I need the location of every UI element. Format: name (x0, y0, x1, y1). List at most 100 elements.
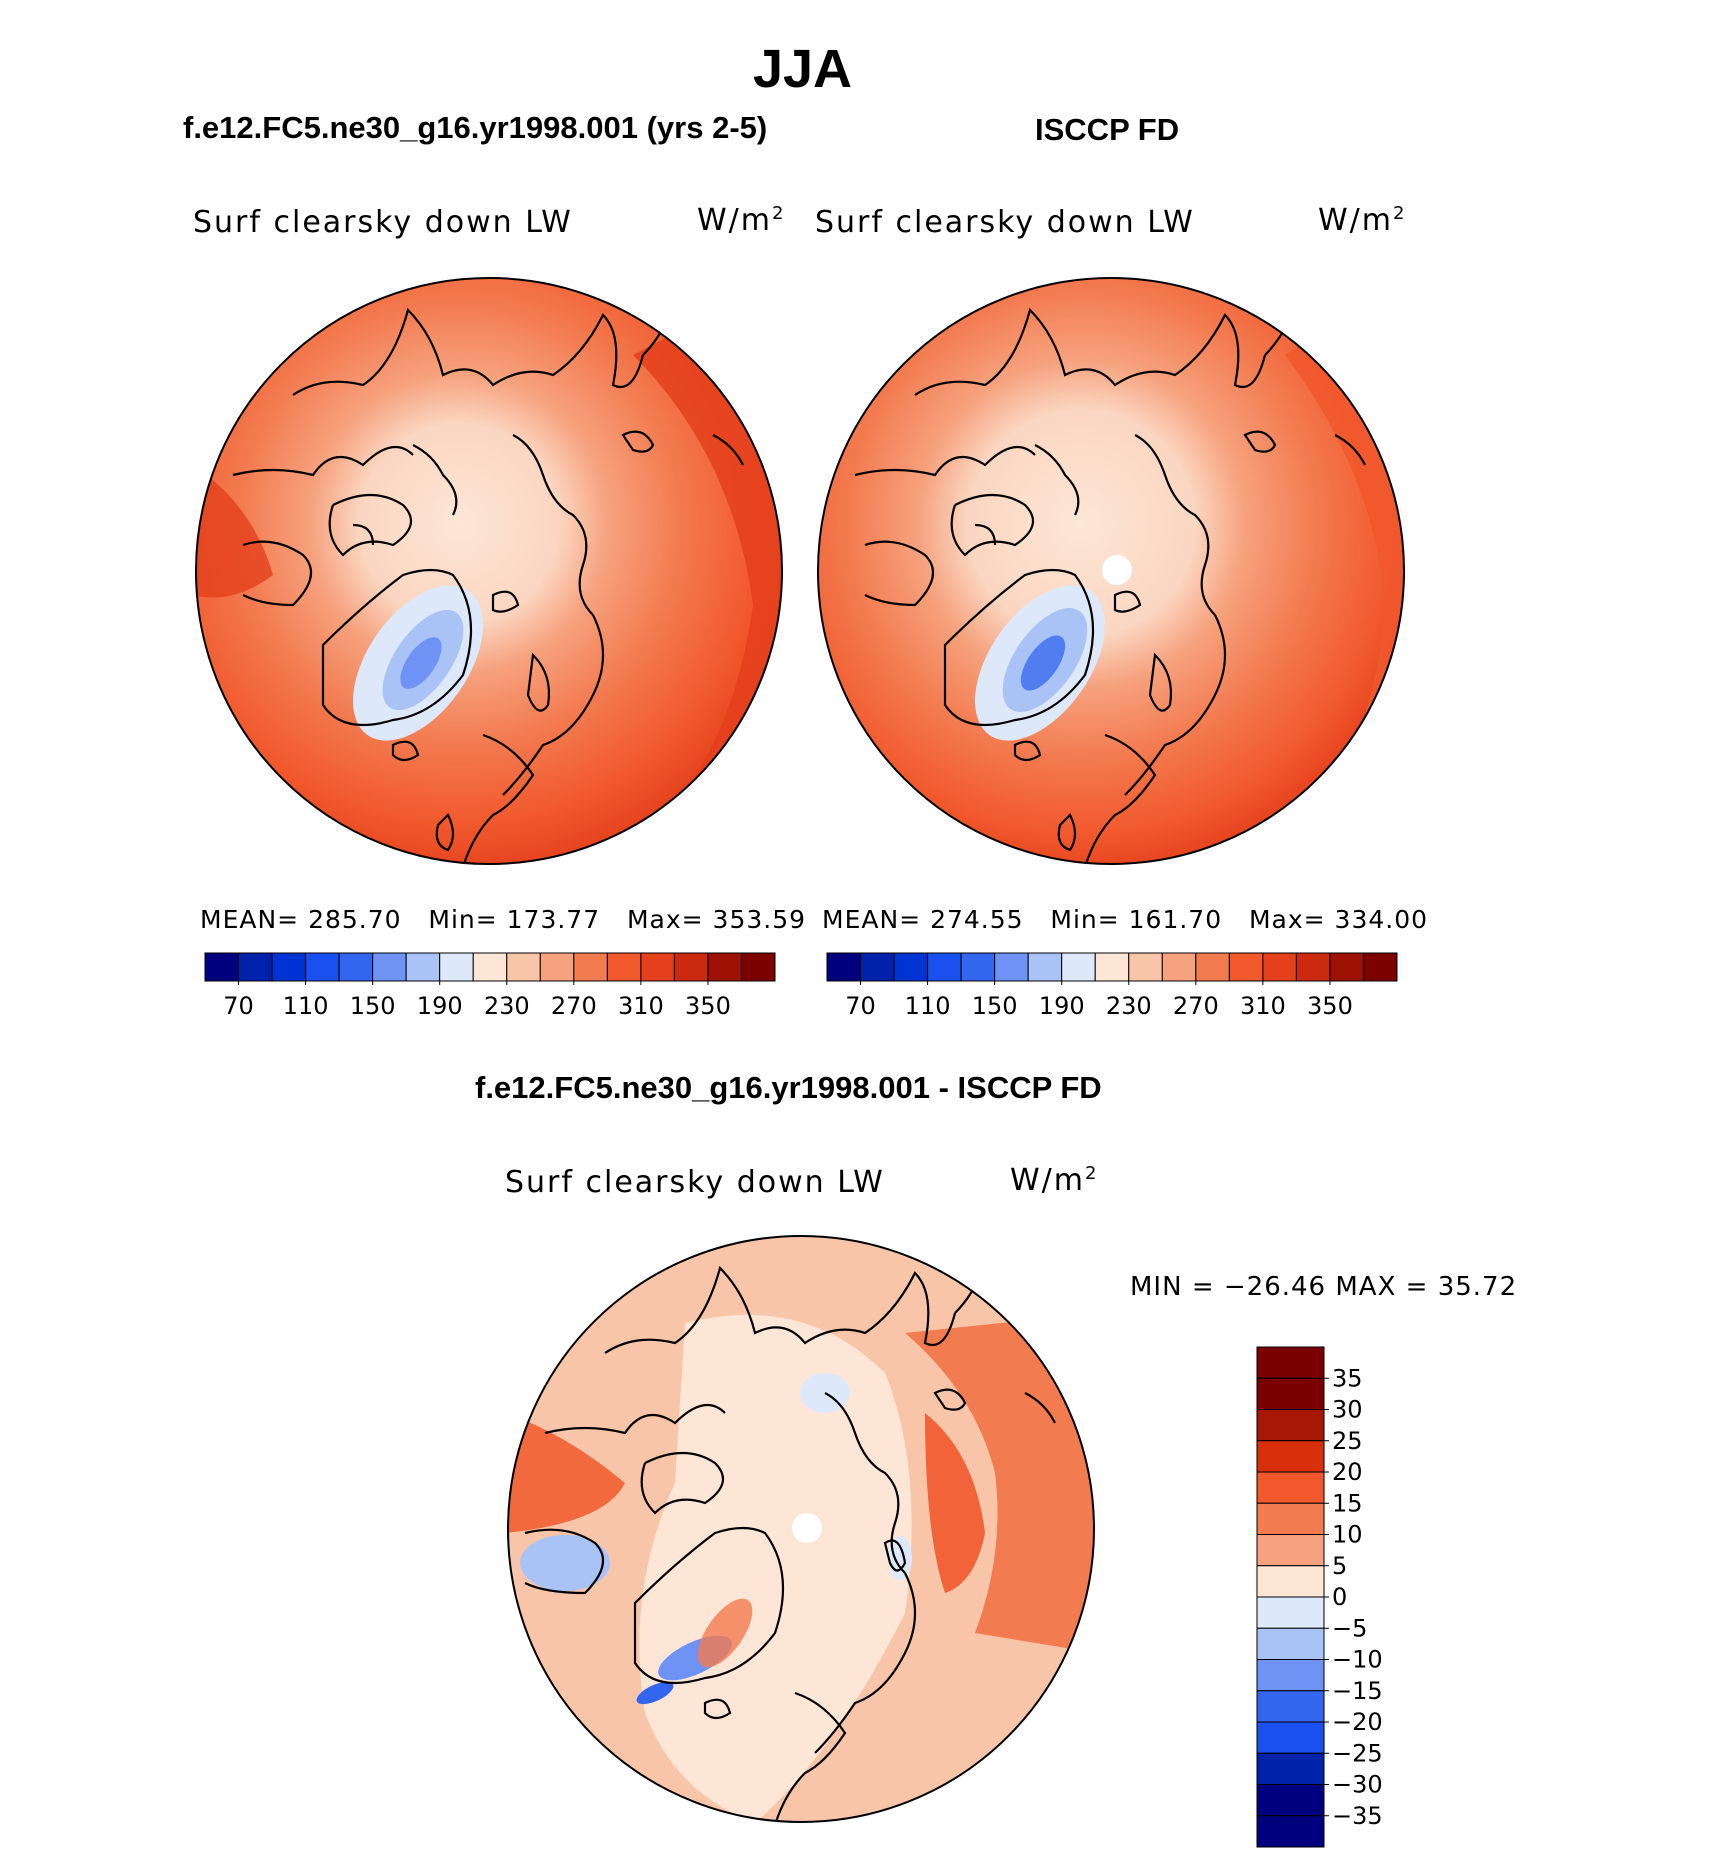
colorbar-model-tick-label: 190 (417, 992, 463, 1018)
colorbar-diff-tick-label: 15 (1332, 1489, 1363, 1517)
model-warm-region-west (196, 465, 273, 598)
panel-1-units: W/m2 (697, 203, 786, 238)
colorbar-diff-swatch (1256, 1409, 1325, 1442)
colorbar-model-swatch (673, 952, 709, 982)
colorbar-diff-tick-label: 25 (1332, 1427, 1363, 1455)
colorbar-model-swatch (372, 952, 407, 982)
map-model-boundary (195, 277, 783, 865)
colorbar-obs-swatch (1195, 952, 1230, 982)
colorbar-diff-tick-label: −35 (1332, 1802, 1383, 1830)
colorbar-obs-tick-label: 270 (1173, 992, 1219, 1018)
colorbar-obs-tick-label: 70 (845, 992, 876, 1018)
colorbar-model: 70 110 150 190 230 270 310 350 (204, 952, 776, 1018)
diff-warm-east (905, 1313, 1094, 1653)
map-model (195, 277, 783, 865)
colorbar-obs-swatch (1094, 952, 1130, 982)
colorbar-obs-swatch (1362, 952, 1398, 982)
colorbar-diff-swatch (1256, 1690, 1325, 1723)
panel-2-mean: MEAN= 274.55 (822, 905, 1024, 934)
panel-1-title: f.e12.FC5.ne30_g16.yr1998.001 (yrs 2-5) (183, 110, 768, 145)
colorbar-diff-swatch (1256, 1596, 1325, 1629)
obs-greenland-min (1020, 635, 1066, 691)
colorbar-model-swatch (740, 952, 776, 982)
colorbar-diff-tick-label: −20 (1332, 1708, 1383, 1736)
panel-1-min: Min= 173.77 (428, 905, 601, 934)
colorbar-obs-swatch (1061, 952, 1096, 982)
colorbar-diff-swatch (1256, 1534, 1325, 1567)
colorbar-obs-swatch (1329, 952, 1364, 982)
colorbar-model-swatch (338, 952, 374, 982)
colorbar-diff-swatch (1256, 1627, 1325, 1660)
colorbar-diff-swatch (1256, 1659, 1325, 1692)
colorbar-obs: 70 110 150 190 230 270 310 350 (826, 952, 1398, 1018)
colorbar-obs-tick-label: 110 (905, 992, 951, 1018)
colorbar-diff-tick-label: −25 (1332, 1739, 1383, 1767)
diff-warm-west (508, 1413, 625, 1533)
colorbar-model-swatch (204, 952, 240, 982)
colorbar-obs-swatch (826, 952, 862, 982)
diff-pole-hole (792, 1513, 822, 1543)
colorbar-obs-swatch (1262, 952, 1297, 982)
colorbar-model-swatch (606, 952, 642, 982)
colorbar-model-tick-label: 310 (618, 992, 664, 1018)
diff-title: f.e12.FC5.ne30_g16.yr1998.001 - ISCCP FD (475, 1070, 1102, 1105)
colorbar-diff: 35 30 25 20 15 10 5 0 −5 −10 −15 −20 −25 −30 −35 (1256, 1346, 1383, 1848)
colorbar-obs-tick-label: 350 (1307, 992, 1353, 1018)
colorbar-diff-swatch (1256, 1784, 1325, 1817)
colorbar-obs-swatch (893, 952, 929, 982)
panel-2-stats: MEAN= 274.55 Min= 161.70 Max= 334.00 (822, 905, 1428, 934)
panel-2-min: Min= 161.70 (1050, 905, 1223, 934)
colorbar-model-swatch (472, 952, 508, 982)
colorbar-obs-swatch (927, 952, 962, 982)
diff-variable-label: Surf clearsky down LW (505, 1165, 885, 1200)
colorbar-diff-tick-label: 5 (1332, 1552, 1347, 1580)
obs-pole-hole (1102, 555, 1132, 585)
colorbar-diff-swatch (1256, 1752, 1325, 1785)
colorbar-model-swatch (573, 952, 608, 982)
map-diff-boundary (507, 1235, 1095, 1823)
colorbar-model-swatch (439, 952, 474, 982)
map-obs-boundary (817, 277, 1405, 865)
colorbar-diff-tick-label: −15 (1332, 1677, 1383, 1705)
panel-1-variable-label: Surf clearsky down LW (193, 205, 573, 240)
colorbar-obs-swatch (1161, 952, 1197, 982)
colorbar-obs-swatch (1295, 952, 1331, 982)
colorbar-diff-tick-label: −10 (1332, 1646, 1383, 1674)
colorbar-model-swatch (506, 952, 541, 982)
colorbar-model-swatch (238, 952, 273, 982)
colorbar-diff-swatch (1256, 1721, 1325, 1754)
colorbar-obs-swatch (860, 952, 895, 982)
colorbar-model-swatch (271, 952, 307, 982)
colorbar-obs-swatch (1128, 952, 1163, 982)
panel-2-title: ISCCP FD (1035, 112, 1180, 147)
colorbar-diff-tick-label: −5 (1332, 1614, 1367, 1642)
colorbar-obs-swatch (1027, 952, 1063, 982)
panel-1-stats: MEAN= 285.70 Min= 173.77 Max= 353.59 (200, 905, 806, 934)
diff-strong-east (925, 1413, 985, 1593)
main-title: JJA (752, 39, 853, 99)
colorbar-model-tick-label: 230 (484, 992, 530, 1018)
map-diff (507, 1235, 1095, 1823)
panel-2-max: Max= 334.00 (1248, 905, 1429, 934)
map-obs (817, 277, 1405, 865)
colorbar-model-tick-label: 110 (283, 992, 329, 1018)
diff-warm-greenland (697, 1598, 753, 1668)
colorbar-diff-tick-label: 30 (1332, 1396, 1363, 1424)
colorbar-model-tick-label: 70 (223, 992, 254, 1018)
colorbar-model-tick-label: 350 (685, 992, 731, 1018)
colorbar-diff-swatch (1256, 1377, 1325, 1410)
colorbar-diff-swatch (1256, 1471, 1325, 1504)
colorbar-model-swatch (305, 952, 340, 982)
colorbar-diff-tick-label: 0 (1332, 1583, 1347, 1611)
diff-stats: MIN = −26.46 MAX = 35.72 (1130, 1272, 1518, 1302)
colorbar-obs-tick-label: 310 (1240, 992, 1286, 1018)
colorbar-model-swatch (539, 952, 575, 982)
panel-2-units: W/m2 (1318, 203, 1407, 238)
colorbar-model-swatch (405, 952, 441, 982)
diff-cool-greenland-min (636, 1681, 674, 1705)
colorbar-obs-swatch (960, 952, 996, 982)
colorbar-obs-tick-label: 190 (1039, 992, 1085, 1018)
colorbar-obs-swatch (994, 952, 1029, 982)
colorbar-diff-tick-label: 20 (1332, 1458, 1363, 1486)
colorbar-model-tick-label: 270 (551, 992, 597, 1018)
